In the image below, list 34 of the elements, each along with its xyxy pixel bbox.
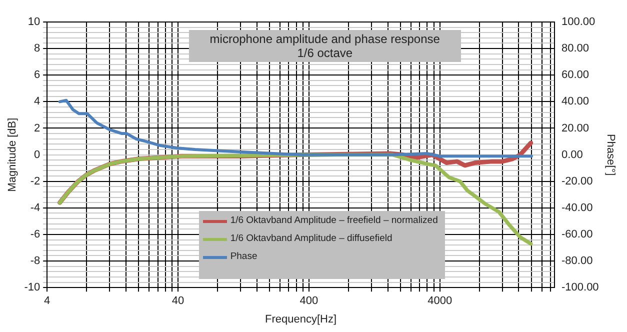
y-tick-label: 2 xyxy=(34,122,40,134)
y-tick-label: 0 xyxy=(34,148,40,161)
x-tick-label: 40 xyxy=(172,295,184,308)
y2-tick-label: 0.00 xyxy=(561,148,583,161)
x-tick-label: 400 xyxy=(300,295,318,308)
legend-label: Phase xyxy=(230,250,258,263)
y2-tick-label: 40.00 xyxy=(561,96,590,108)
y2-tick-label: 60.00 xyxy=(561,69,590,82)
y-tick-label: -8 xyxy=(30,255,40,268)
y2-tick-label: 100.00 xyxy=(561,16,596,28)
legend-label: 1/6 Oktavband Amplitude – diffusefield xyxy=(230,232,392,245)
x-tick-label: 4000 xyxy=(428,295,452,308)
y-tick-label: 10 xyxy=(28,16,40,28)
y-tick-label: -2 xyxy=(30,175,40,188)
y-axis-title: Magnitude [dB] xyxy=(6,118,19,192)
y-tick-label: 4 xyxy=(34,96,40,108)
y2-tick-label: -100.00 xyxy=(561,282,599,294)
y-tick-label: -4 xyxy=(30,202,40,214)
x-tick-label: 4 xyxy=(44,295,50,308)
y2-tick-label: 80.00 xyxy=(561,42,590,55)
legend-box: 1/6 Oktavband Amplitude – freefield – normalized 1/6 Oktavband Amplitude – diffusefield Phase xyxy=(199,210,446,279)
y-tick-label: 8 xyxy=(34,42,40,55)
y2-tick-label: -40.00 xyxy=(561,202,593,214)
y-tick-label: 6 xyxy=(34,69,40,82)
legend-label: 1/6 Oktavband Amplitude – freefield – normalized xyxy=(230,214,438,227)
y-tick-label: -10 xyxy=(24,282,40,294)
title-box: microphone amplitude and phase response 1/6 octave xyxy=(189,30,461,62)
y2-tick-label: -20.00 xyxy=(561,175,593,188)
x-axis-title: Frequency[Hz] xyxy=(265,313,337,326)
y2-tick-label: -80.00 xyxy=(561,255,593,268)
y-tick-label: -6 xyxy=(30,228,40,241)
y2-axis-title: Phase[°] xyxy=(604,134,616,176)
y2-tick-label: -60.00 xyxy=(561,228,593,241)
y2-tick-label: 20.00 xyxy=(561,122,590,134)
